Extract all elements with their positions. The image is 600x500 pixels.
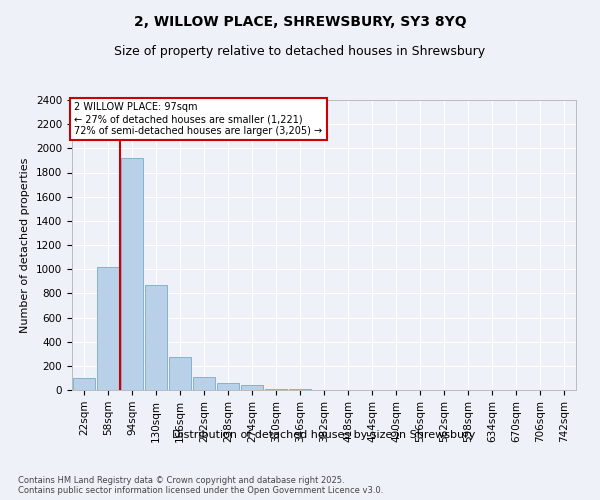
Bar (217, 383, 239, 390)
Bar (241, 385, 263, 390)
Bar (193, 376, 215, 390)
Bar (121, 158, 143, 390)
Text: 2 WILLOW PLACE: 97sqm
← 27% of detached houses are smaller (1,221)
72% of semi-d: 2 WILLOW PLACE: 97sqm ← 27% of detached … (74, 102, 323, 136)
Bar (145, 285, 167, 390)
Text: 2, WILLOW PLACE, SHREWSBURY, SY3 8YQ: 2, WILLOW PLACE, SHREWSBURY, SY3 8YQ (134, 15, 466, 29)
Text: Contains HM Land Registry data © Crown copyright and database right 2025.
Contai: Contains HM Land Registry data © Crown c… (18, 476, 383, 495)
Text: Distribution of detached houses by size in Shrewsbury: Distribution of detached houses by size … (172, 430, 476, 440)
Text: Size of property relative to detached houses in Shrewsbury: Size of property relative to detached ho… (115, 45, 485, 58)
Bar (169, 358, 191, 390)
Bar (265, 389, 287, 390)
Y-axis label: Number of detached properties: Number of detached properties (20, 158, 31, 332)
Bar (97, 267, 119, 390)
Bar (73, 378, 95, 390)
